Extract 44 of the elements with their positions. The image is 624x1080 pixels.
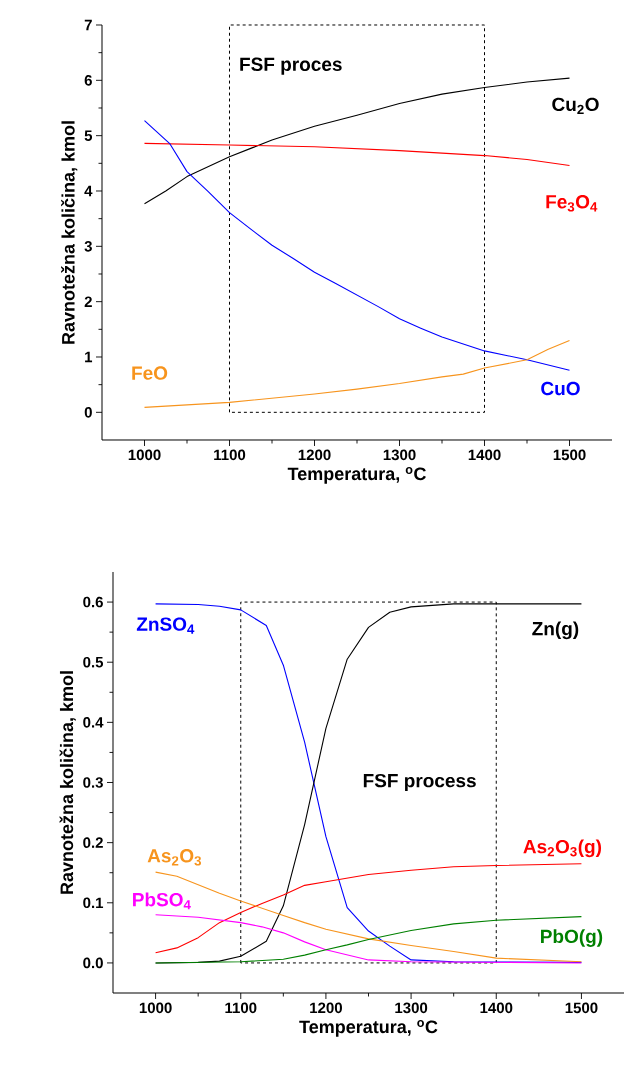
y-tick-label: 0.5 [82, 656, 103, 668]
x-tick-label: 1100 [213, 449, 245, 461]
x-tick-label: 1500 [553, 449, 586, 461]
y-tick-label: 0.1 [82, 897, 103, 909]
series-label: Fe$_{3}$O$_{4}$ [546, 195, 598, 212]
x-tick-label: 1100 [225, 1002, 257, 1014]
band-label: FSF process [363, 773, 476, 792]
y-tick-label: 4 [84, 185, 93, 197]
series-label: Cu$_{2}$O [552, 97, 599, 114]
series-label: CuO [540, 381, 580, 396]
y-tick-label: 0.6 [82, 596, 103, 608]
series-label: ZnSO$_{4}$ [136, 617, 195, 634]
band-label: FSF proces [240, 57, 342, 75]
x-tick-label: 1000 [139, 1002, 172, 1014]
y-tick-label: 0.4 [82, 717, 104, 728]
line-series [143, 142, 570, 167]
series-label: As$_{2}$O$_{3}$(g) [523, 839, 601, 858]
y-tick-label: 6 [84, 75, 92, 86]
series-label: FeO [132, 366, 167, 380]
y-axis-title: Ravnotežna količina, kmol [60, 121, 78, 344]
y-axis-title: Ravnotežna količina, kmol [59, 671, 76, 894]
x-tick-label: 1400 [480, 1002, 513, 1014]
x-axis-title: Temperatura, $^{o}$C [299, 1020, 438, 1037]
y-tick-label: 0.3 [82, 777, 103, 788]
y-tick-label: 0.0 [82, 957, 103, 969]
series-label: Zn(g) [532, 621, 578, 640]
y-tick-label: 1 [84, 351, 92, 363]
y-tick-label: 2 [84, 296, 92, 307]
x-tick-label: 1500 [565, 1002, 598, 1014]
x-tick-label: 1000 [128, 449, 161, 461]
x-axis-title: Temperatura, $^{o}$C [287, 466, 426, 484]
series-label: As$_{2}$O$_{3}$ [147, 849, 201, 866]
series-label: PbSO$_{4}$ [132, 892, 191, 910]
x-tick-label: 1300 [383, 449, 416, 461]
y-tick-label: 3 [84, 241, 92, 252]
y-tick-label: 7 [84, 19, 92, 31]
y-tick-label: 5 [84, 130, 92, 141]
y-tick-label: 0.2 [82, 837, 103, 848]
x-tick-label: 1300 [395, 1002, 427, 1014]
series-label: PbO(g) [540, 929, 602, 947]
x-tick-label: 1200 [309, 1002, 342, 1014]
y-tick-label: 0 [84, 407, 92, 418]
x-tick-label: 1400 [468, 449, 501, 461]
x-tick-label: 1200 [298, 449, 331, 461]
